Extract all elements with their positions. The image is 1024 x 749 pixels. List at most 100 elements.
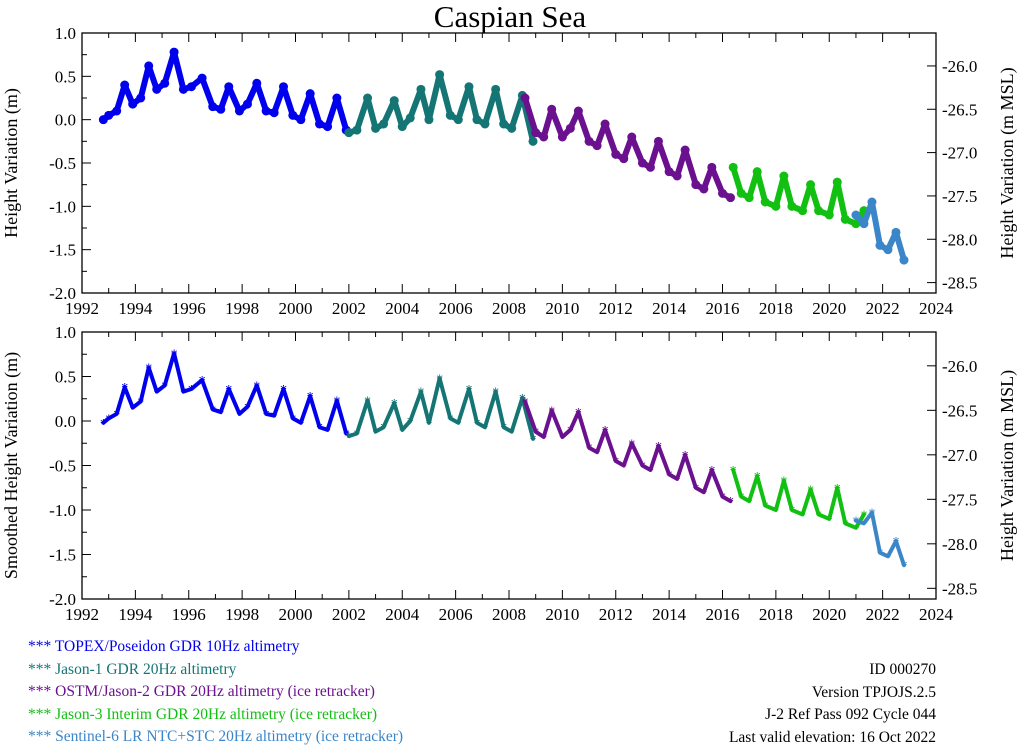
data-point [261, 106, 271, 116]
x-tick-label: 1998 [225, 299, 259, 318]
data-point [405, 113, 415, 123]
data-point [379, 119, 389, 129]
data-point [672, 171, 682, 181]
data-point [315, 119, 325, 129]
data-point: * [719, 491, 726, 506]
data-point: * [121, 381, 128, 396]
data-point: * [754, 470, 761, 485]
data-point [539, 132, 549, 142]
y-tick-label: -2.0 [49, 590, 76, 609]
data-point: * [492, 386, 499, 401]
y-tick-label: -1.5 [49, 546, 76, 565]
series-jason-1: * *** ******** *** *** *** [345, 372, 536, 448]
data-point: * [559, 431, 566, 446]
data-point [565, 123, 575, 133]
data-point: * [548, 404, 555, 419]
data-point [178, 84, 188, 94]
y-tick-label: -0.5 [49, 457, 76, 476]
data-point [814, 206, 824, 216]
data-point: * [700, 486, 707, 501]
series-jason-3 [728, 162, 869, 229]
data-point [499, 119, 509, 129]
data-point [573, 106, 583, 116]
data-point [600, 119, 610, 129]
data-point: * [674, 473, 681, 488]
data-point: * [447, 412, 454, 427]
data-point: * [772, 504, 779, 519]
data-point [771, 201, 781, 211]
data-point: * [780, 475, 787, 490]
data-point [144, 61, 154, 71]
data-point: * [188, 383, 195, 398]
data-point [424, 115, 434, 125]
series-ostm-jason-2 [520, 93, 736, 203]
data-point [352, 125, 362, 135]
x-tick-label: 2000 [279, 605, 313, 624]
data-point [680, 145, 690, 155]
data-point [397, 122, 407, 132]
y-right-tick-label: -26.0 [942, 57, 977, 76]
data-point: * [465, 383, 472, 398]
series-sentinel-6: * *** *** [852, 507, 907, 575]
data-point: * [666, 468, 673, 483]
series-topex-poseidon [98, 47, 351, 135]
series-sentinel-6 [851, 197, 909, 265]
x-tick-label: 1994 [118, 605, 153, 624]
data-point: * [738, 491, 745, 506]
data-point: * [236, 408, 243, 423]
y-right-tick-label: -26.0 [942, 357, 977, 376]
data-point [520, 93, 530, 103]
data-point: * [161, 379, 168, 394]
y-tick-label: -1.0 [49, 501, 76, 520]
data-point: * [399, 424, 406, 439]
data-point [699, 184, 709, 194]
data-point [435, 70, 445, 80]
data-point: * [297, 417, 304, 432]
data-point: * [129, 402, 136, 417]
series-line [731, 467, 866, 530]
legend-entry-sentinel6: *** Sentinel-6 LR NTC+STC 20Hz altimetry… [28, 728, 404, 746]
data-point: * [900, 559, 907, 574]
x-tick-label: 2014 [652, 605, 687, 624]
panel-raw: 1992 1994 1996 1998 2000 2002 2004 2006 2008 2010… [1, 24, 1018, 318]
legend-entry-jason2: *** OSTM/Jason-2 GDR 20Hz altimetry (ice… [28, 683, 375, 701]
series-line [523, 399, 733, 504]
y-right-tick-label: -26.5 [942, 401, 977, 420]
data-point [627, 132, 637, 142]
data-point [305, 89, 315, 99]
data-point [186, 82, 196, 92]
series-jason-3: ** *** *** *** *** ** [730, 464, 868, 537]
data-point: * [852, 522, 859, 537]
data-point: * [391, 397, 398, 412]
data-point [296, 115, 306, 125]
data-point: * [647, 464, 654, 479]
x-tick-label: 2006 [439, 605, 473, 624]
data-point: * [620, 460, 627, 475]
data-point [160, 78, 170, 88]
data-point [112, 106, 122, 116]
data-point: * [353, 427, 360, 442]
x-tick-label: 2020 [812, 605, 846, 624]
x-tick-label: 1996 [172, 605, 206, 624]
data-point: * [762, 500, 769, 515]
x-tick-label: 2012 [599, 299, 633, 318]
y-tick-label: -1.0 [49, 197, 76, 216]
data-point: * [788, 504, 795, 519]
y-tick-label: 0.0 [55, 412, 76, 431]
data-point: * [289, 412, 296, 427]
data-point [208, 102, 218, 112]
data-point: * [532, 426, 539, 441]
data-point [653, 136, 663, 146]
data-point: * [345, 430, 352, 445]
plot-frame [81, 331, 937, 600]
data-point [883, 245, 893, 255]
x-tick-label: 2008 [492, 299, 526, 318]
data-point: * [481, 421, 488, 436]
data-point: * [540, 431, 547, 446]
data-point [691, 180, 701, 190]
data-point [269, 108, 279, 118]
data-point [491, 84, 501, 94]
x-tick-label: 2004 [385, 299, 420, 318]
data-point [224, 82, 234, 92]
